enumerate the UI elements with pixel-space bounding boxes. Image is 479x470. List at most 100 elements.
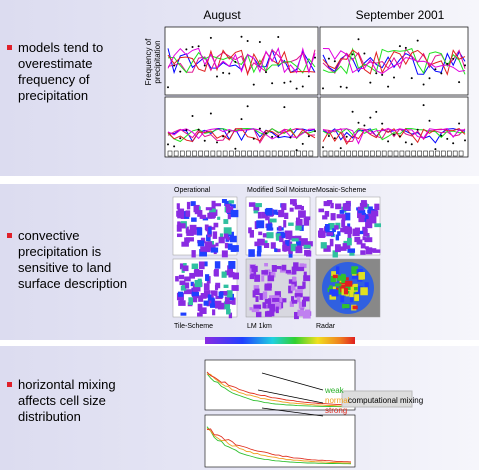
rain-cell [204, 301, 209, 306]
rain-cell [199, 270, 203, 277]
rain-cell [292, 300, 297, 304]
obs-dot [296, 88, 298, 90]
column-title: August [203, 8, 241, 22]
rain-cell [207, 213, 212, 219]
rain-cell [211, 298, 214, 305]
rain-cell [295, 205, 302, 210]
rain-cell [175, 276, 179, 281]
rain-cell [303, 275, 310, 281]
rain-cell [204, 247, 211, 251]
obs-dot [185, 48, 187, 50]
rain-cell [195, 280, 202, 287]
rain-cell [258, 212, 262, 219]
rain-cell [208, 227, 211, 234]
rain-cell [182, 265, 188, 271]
obs-dot [222, 135, 224, 137]
obs-dot [423, 83, 425, 85]
rain-cell [342, 214, 346, 221]
rain-cell [286, 233, 291, 239]
rain-cell [342, 304, 350, 308]
obs-dot [352, 53, 354, 55]
rain-cell [251, 266, 257, 272]
time-series-panels [165, 27, 468, 157]
rain-cell [255, 203, 262, 207]
rain-cell [179, 275, 184, 279]
obs-dot [308, 75, 310, 77]
rain-cell [177, 211, 184, 218]
rain-cell [304, 218, 310, 226]
rain-cell [360, 287, 367, 295]
rain-cell [263, 233, 267, 237]
rain-cell [334, 225, 339, 229]
rain-cell [319, 228, 323, 232]
obs-dot [314, 57, 316, 59]
rain-cell [266, 223, 272, 230]
rain-cell [257, 251, 261, 257]
rain-cell [368, 206, 373, 209]
y-axis-label: precipitation [153, 40, 162, 83]
rain-cell [204, 283, 210, 290]
rain-cell [321, 242, 327, 248]
obs-dot [387, 140, 389, 142]
rain-cell [276, 307, 279, 314]
rain-cell [336, 266, 339, 274]
obs-dot [417, 129, 419, 131]
rain-cell [259, 293, 263, 300]
rain-cell [281, 203, 286, 210]
rain-cell [229, 200, 234, 203]
obs-dot [369, 117, 371, 119]
obs-dot [340, 147, 342, 149]
rain-cell [181, 242, 189, 247]
rain-cell [230, 236, 237, 243]
rain-cell [268, 275, 275, 281]
obs-dot [228, 73, 230, 75]
obs-dot [167, 143, 169, 145]
rain-cell [304, 250, 310, 256]
obs-dot [314, 130, 316, 132]
rain-cell [355, 228, 360, 234]
obs-dot [173, 65, 175, 67]
rain-cell [248, 249, 255, 257]
obs-dot [204, 64, 206, 66]
obs-dot [411, 77, 413, 79]
rain-cell [222, 250, 228, 257]
rain-cell [254, 210, 259, 213]
rain-cell [257, 242, 264, 246]
obs-dot [369, 82, 371, 84]
rain-cell [295, 226, 301, 231]
rain-cell [228, 261, 235, 269]
rain-cell [291, 284, 295, 290]
rain-cell [347, 238, 352, 246]
rain-cell [272, 298, 279, 302]
rain-cell [186, 229, 194, 235]
rain-cell [215, 243, 218, 247]
obs-dot [247, 105, 249, 107]
rain-cell [215, 261, 220, 268]
panel [165, 97, 318, 157]
map-label: Radar [316, 323, 336, 330]
obs-dot [452, 58, 454, 60]
rain-cell [265, 217, 269, 220]
obs-dot [241, 118, 243, 120]
rain-cell [340, 295, 344, 302]
obs-dot [185, 129, 187, 131]
rain-cell [215, 283, 220, 288]
obs-dot [440, 135, 442, 137]
rain-cell [252, 309, 260, 313]
rain-cell [358, 207, 364, 211]
rain-cell [297, 246, 302, 252]
obs-dot [210, 37, 212, 39]
rain-cell [213, 231, 217, 239]
rain-cell [191, 217, 197, 221]
obs-dot [358, 122, 360, 124]
rain-cell [346, 204, 350, 208]
rain-cell [261, 270, 268, 275]
map-label: Operational [174, 187, 211, 194]
obs-dot [253, 84, 255, 86]
obs-dot [259, 128, 261, 130]
rain-cell [224, 234, 229, 239]
obs-dot [429, 77, 431, 79]
obs-dot [204, 140, 206, 142]
rain-cell [191, 201, 196, 206]
rain-cell [214, 223, 219, 228]
